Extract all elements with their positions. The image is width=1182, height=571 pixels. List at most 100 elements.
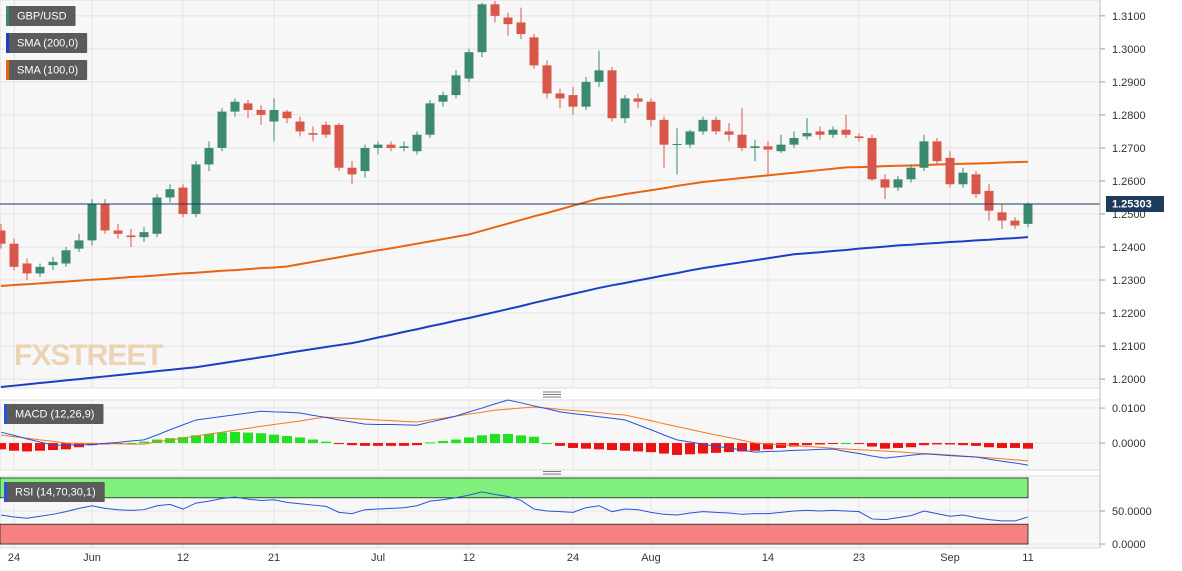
histogram-bar	[906, 443, 916, 448]
candle-body	[984, 190, 994, 211]
candle-body	[360, 147, 370, 172]
histogram-bar	[165, 438, 175, 444]
candle-body	[464, 52, 474, 79]
candle-body	[321, 124, 331, 135]
histogram-bar	[789, 443, 799, 447]
legend-box	[4, 482, 105, 502]
histogram-bar	[139, 441, 149, 444]
x-tick-label: Jun	[83, 552, 101, 564]
candle-body	[165, 189, 175, 198]
histogram-bar	[971, 443, 981, 446]
histogram-bar	[126, 443, 136, 445]
sma-line	[0, 160, 1029, 287]
candle-body	[958, 172, 968, 185]
histogram-bar	[321, 441, 331, 444]
candle-body	[607, 70, 617, 119]
candle-body	[828, 129, 838, 135]
histogram-bar	[841, 443, 851, 445]
histogram-bar	[243, 432, 253, 444]
candle-body	[776, 144, 786, 152]
y-tick-label: 0.0100	[1112, 403, 1146, 415]
histogram-bar	[48, 443, 58, 451]
y-tick-label: 50.0000	[1112, 506, 1152, 518]
candle-body	[997, 212, 1007, 221]
histogram-bar	[516, 435, 526, 444]
candle-body	[529, 37, 539, 66]
legend-label: MACD (12,26,9)	[15, 408, 94, 420]
histogram-bar	[529, 436, 539, 444]
candle-body	[750, 146, 760, 148]
histogram-bar	[880, 443, 890, 449]
histogram-bar	[230, 431, 240, 444]
candle-body	[893, 179, 903, 188]
candle-body	[100, 204, 110, 231]
legend-label: GBP/USD	[17, 10, 67, 22]
candle-body	[178, 187, 188, 214]
candle-body	[191, 164, 201, 214]
candle-body	[659, 119, 669, 145]
histogram-bar	[204, 433, 214, 444]
histogram-bar	[87, 443, 97, 446]
candle-body	[854, 136, 864, 139]
histogram-bar	[451, 439, 461, 444]
x-tick-label: 14	[762, 552, 774, 564]
legend-label: SMA (200,0)	[17, 37, 78, 49]
candle-body	[633, 98, 643, 102]
x-tick-label: Aug	[641, 552, 661, 564]
histogram-bar	[932, 443, 942, 445]
candle-body	[334, 124, 344, 168]
candle-body	[685, 131, 695, 145]
histogram-bar	[893, 443, 903, 448]
histogram-bar	[672, 443, 682, 455]
histogram-bar	[984, 443, 994, 448]
candle-body	[126, 235, 136, 238]
candle-body	[620, 98, 630, 119]
histogram-bar	[1023, 443, 1033, 449]
candle-body	[113, 230, 123, 234]
candle-body	[139, 232, 149, 238]
candle-body	[789, 138, 799, 145]
histogram-bar	[61, 443, 71, 450]
x-tick-label: 21	[268, 552, 280, 564]
histogram-bar	[464, 437, 474, 444]
candle-body	[282, 111, 292, 119]
candle-body	[763, 146, 773, 150]
candle-body	[243, 103, 253, 110]
histogram-bar	[438, 440, 448, 444]
candle-body	[594, 70, 604, 82]
x-tick-label: Jul	[371, 552, 385, 564]
histogram-bar	[347, 443, 357, 446]
candle-body	[945, 157, 955, 185]
candle-body	[230, 101, 240, 112]
histogram-bar	[503, 433, 513, 444]
histogram-bar	[737, 443, 747, 452]
histogram-bar	[958, 443, 968, 446]
legend-box	[6, 6, 76, 26]
histogram-bar	[594, 443, 604, 450]
histogram-bar	[295, 437, 305, 444]
histogram-bar	[542, 443, 552, 445]
macd-line	[0, 399, 1029, 466]
histogram-bar	[854, 443, 864, 445]
candle-body	[373, 144, 383, 148]
histogram-bar	[685, 443, 695, 455]
histogram-bar	[919, 443, 929, 446]
candle-body	[672, 143, 682, 145]
x-tick-label: 11	[1022, 552, 1033, 564]
candle-body	[451, 75, 461, 96]
histogram-bar	[360, 443, 370, 446]
histogram-bar	[256, 433, 266, 444]
candle-body	[724, 131, 734, 135]
y-tick-label: 1.2700	[1112, 143, 1146, 155]
candle-body	[204, 147, 214, 165]
candle-body	[698, 119, 708, 132]
histogram-bar	[607, 443, 617, 451]
panel-background	[0, 0, 1101, 389]
histogram-bar	[217, 432, 227, 444]
y-tick-label: 1.2800	[1112, 110, 1146, 122]
candle-body	[9, 243, 19, 267]
histogram-bar	[35, 443, 45, 451]
candle-body	[61, 250, 71, 264]
histogram-bar	[659, 443, 669, 454]
